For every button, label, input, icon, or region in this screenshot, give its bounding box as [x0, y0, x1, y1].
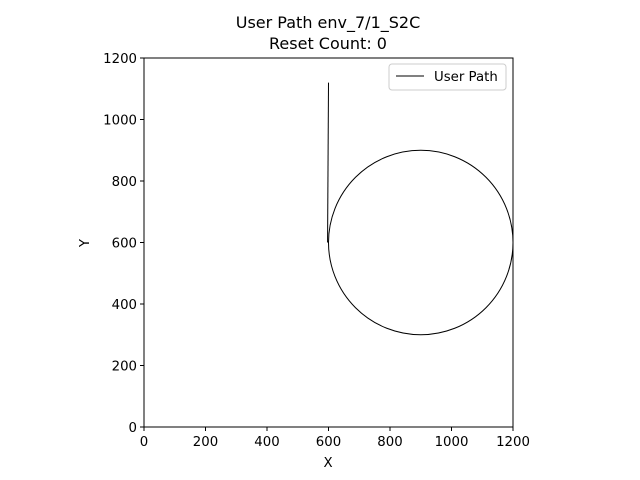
- legend: User Path: [388, 63, 507, 91]
- user-path-circle-segment: [328, 149, 514, 336]
- legend-box: [388, 63, 507, 91]
- x-axis-label: X: [323, 456, 332, 471]
- x-tick-label: 400: [254, 435, 279, 450]
- y-axis-label: Y: [78, 238, 93, 248]
- x-tick-label: 0: [140, 435, 148, 450]
- y-tick-label: 0: [129, 421, 137, 436]
- user-path-line-segment: [327, 82, 329, 243]
- chart-subtitle: Reset Count: 0: [269, 34, 387, 53]
- y-tick-label: 200: [112, 360, 137, 375]
- x-tick-label: 200: [193, 435, 218, 450]
- x-tick-label: 1200: [496, 435, 530, 450]
- y-tick-label: 600: [112, 237, 137, 252]
- y-tick-label: 400: [112, 298, 137, 313]
- x-axis-ticks: 0 200 400 600 800 1000 1200: [140, 427, 530, 450]
- y-axis-ticks: 0 200 400 600 800 1000 1200: [103, 52, 144, 436]
- plot-area: [327, 82, 514, 336]
- x-tick-label: 600: [316, 435, 341, 450]
- y-tick-label: 1200: [103, 52, 137, 67]
- x-tick-label: 1000: [435, 435, 469, 450]
- legend-label-user-path: User Path: [434, 70, 498, 85]
- y-tick-label: 1000: [103, 114, 137, 129]
- x-tick-label: 800: [377, 435, 402, 450]
- chart-title: User Path env_7/1_S2C: [236, 13, 421, 33]
- y-tick-label: 800: [112, 175, 137, 190]
